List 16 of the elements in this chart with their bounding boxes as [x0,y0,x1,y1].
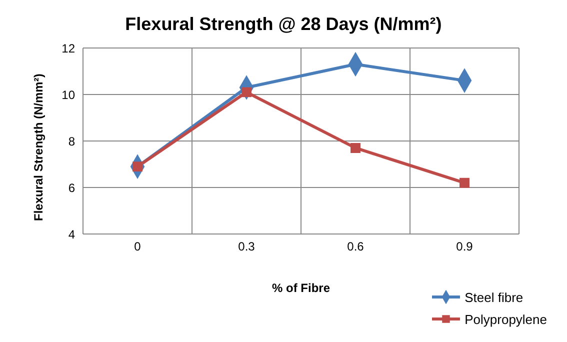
x-tick-label: 0.3 [238,240,256,254]
y-tick-label: 10 [62,88,76,102]
point [460,178,470,188]
x-axis-title: % of Fibre [272,281,330,295]
y-axis-title: Flexural Strength (N/mm²) [31,74,46,221]
legend-label: Polypropylene [464,312,547,326]
y-tick-label: 12 [62,41,76,56]
chart-title: Flexural Strength @ 28 Days (N/mm²) [124,14,443,35]
y-tick-label: 4 [68,227,76,242]
x-tick-label: 0.6 [347,240,364,254]
point [350,143,360,153]
x-tick-label: 0 [134,240,142,254]
x-tick-label: 0.9 [456,240,474,254]
y-tick-label: 6 [68,180,76,195]
y-tick-label: 8 [68,134,76,148]
legend-label: Steel fibre [464,290,524,304]
